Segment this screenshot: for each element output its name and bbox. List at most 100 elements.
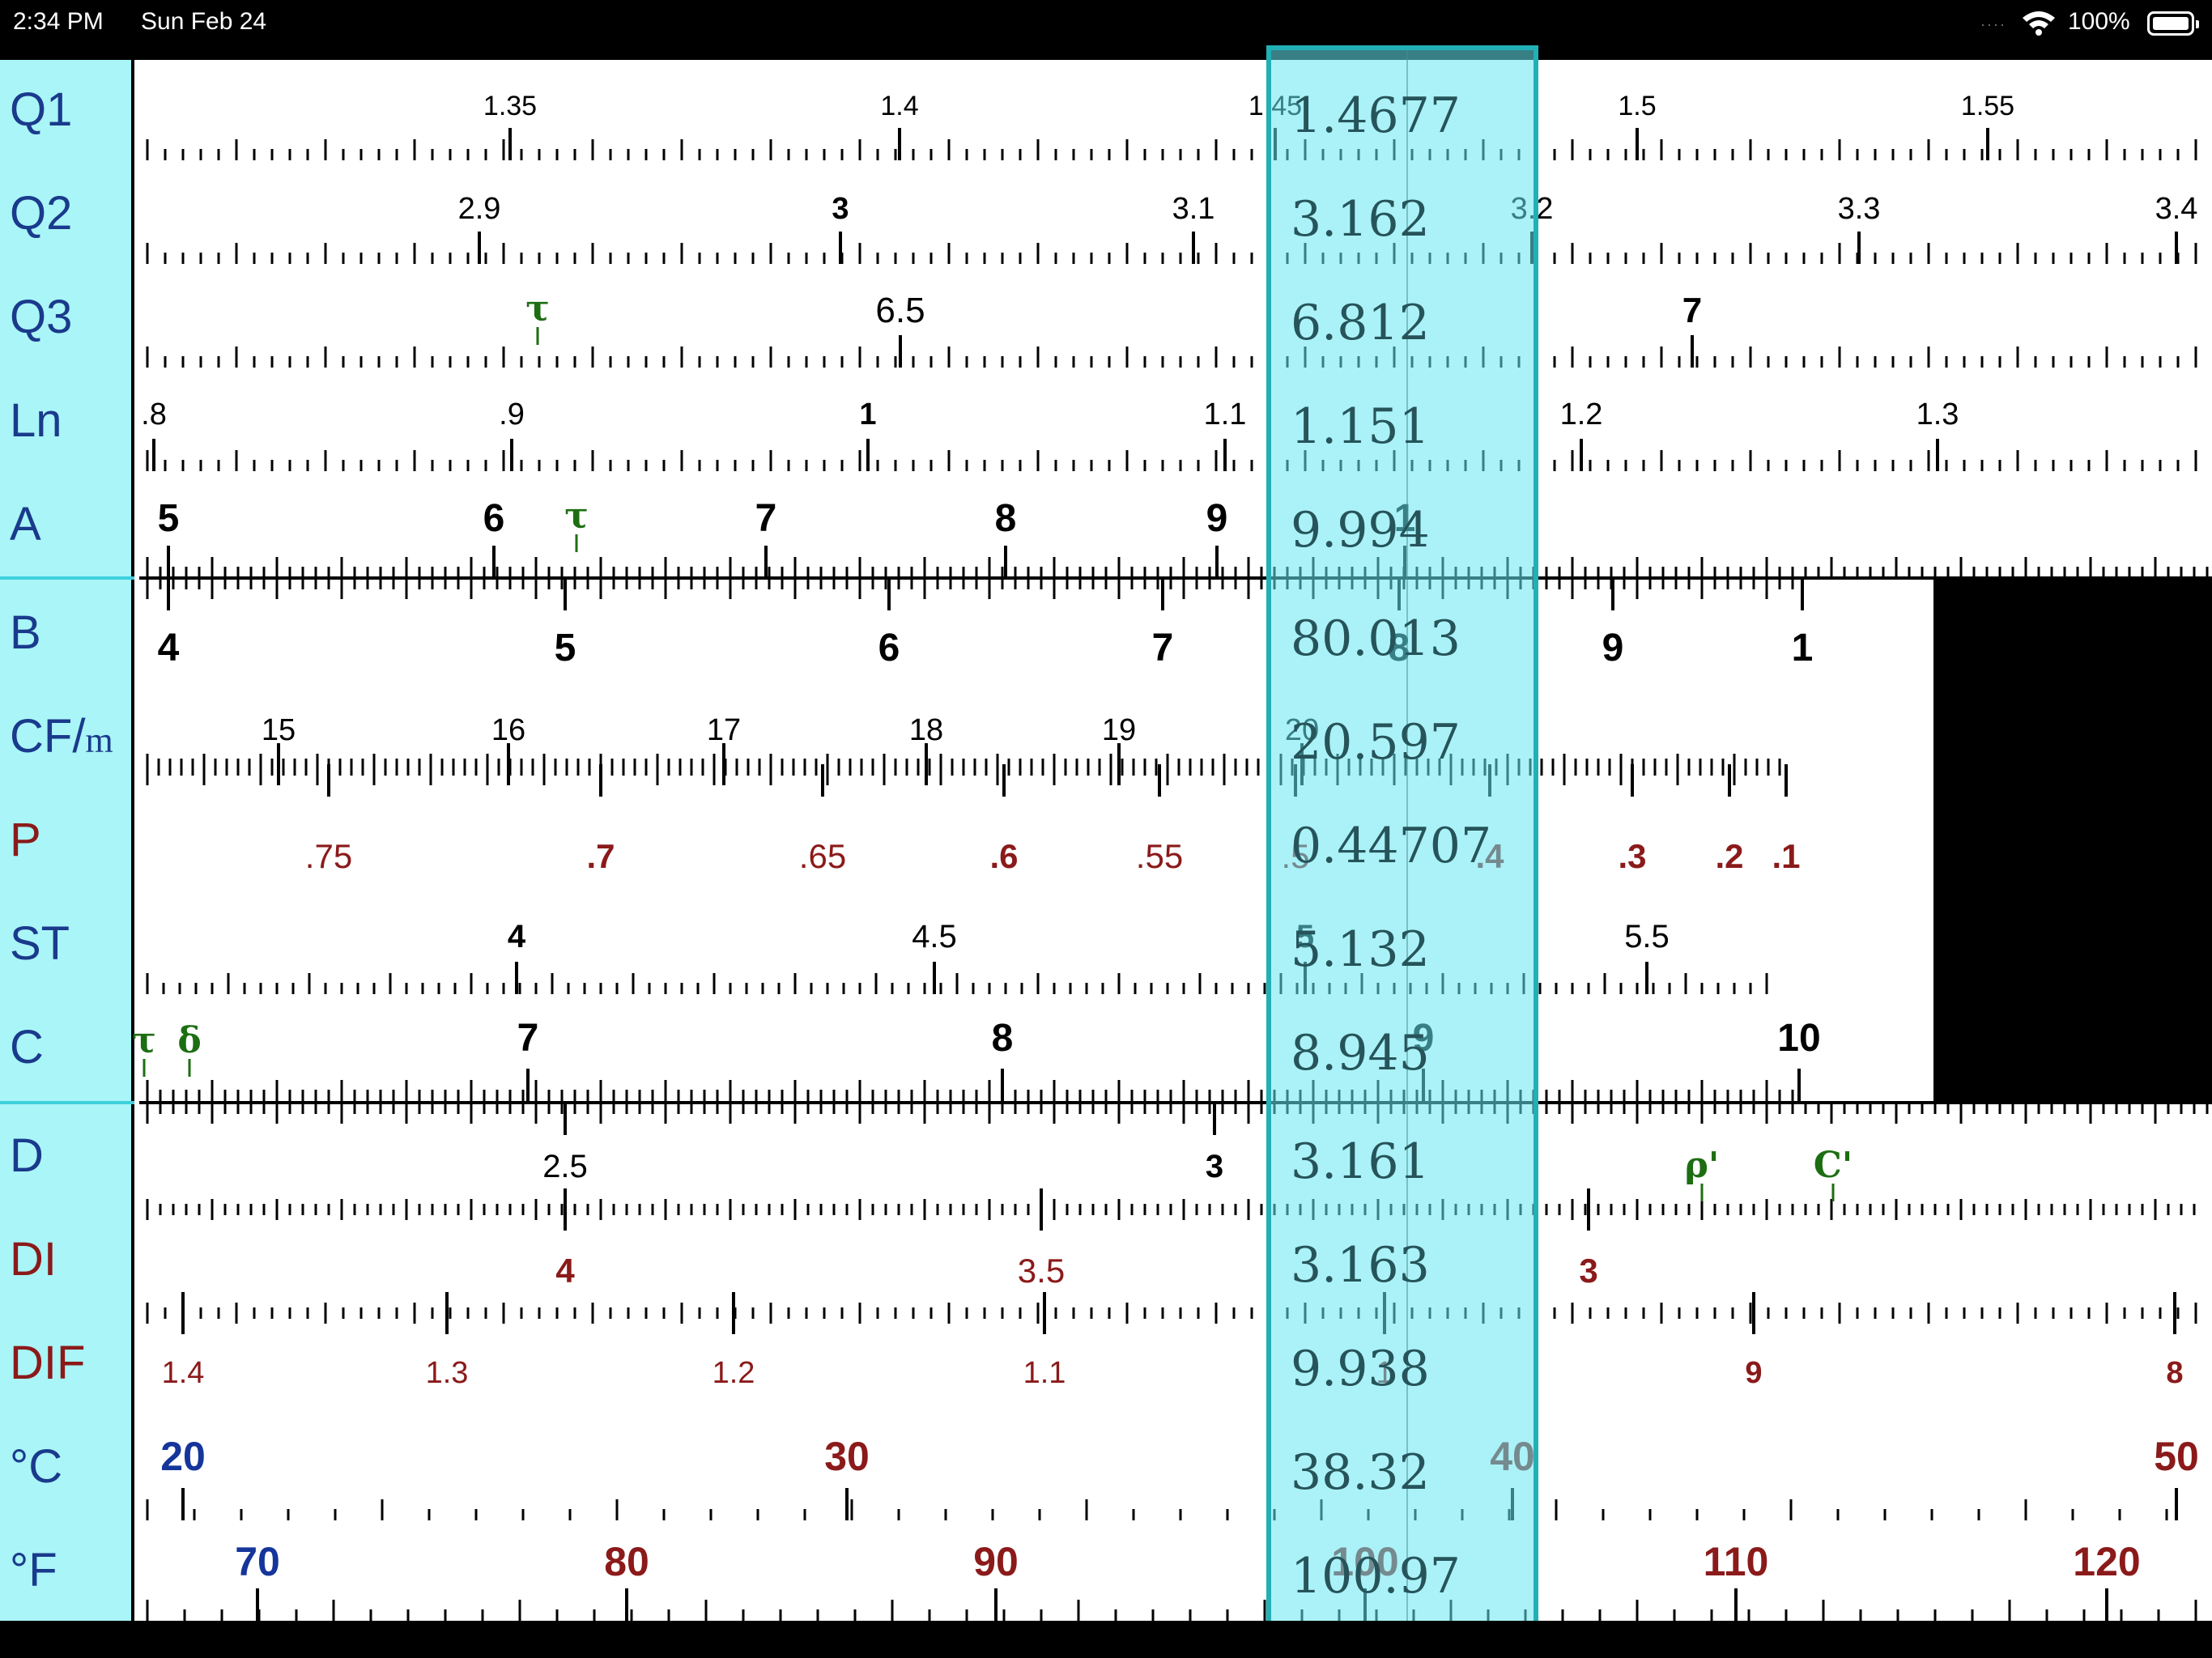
battery-percent: 100% bbox=[2068, 8, 2130, 35]
scale-DIF-tick-label: 1.3 bbox=[426, 1356, 469, 1390]
scale-Ln-tick-label: .9 bbox=[499, 397, 525, 432]
scale-B-tick-label: 6 bbox=[878, 627, 900, 670]
scale-B-tick-label: 9 bbox=[1602, 627, 1624, 670]
status-bar: 2:34 PM Sun Feb 24 ···· 100% bbox=[0, 0, 2212, 60]
gauge-mark: δ bbox=[177, 1020, 201, 1061]
scale-DI-tick-label: 3 bbox=[1579, 1252, 1597, 1290]
scale-Q1-tick-label: 1.55 bbox=[1961, 91, 2014, 121]
scale-degF-tick-label: 90 bbox=[973, 1539, 1019, 1584]
slide-rule-cursor[interactable] bbox=[1266, 45, 1538, 1635]
scale-Ln-tick-label: .8 bbox=[141, 397, 167, 432]
slide-top-edge bbox=[139, 576, 2212, 580]
scale-B-tick-label: 4 bbox=[158, 627, 180, 670]
scale-CF-tick-label: 16 bbox=[491, 713, 525, 747]
label-cf-sub: m bbox=[85, 721, 113, 760]
scale-A-tick-label: 5 bbox=[158, 497, 180, 540]
scale-C-tick-label: 7 bbox=[517, 1017, 539, 1060]
readout-q1: 1.4677 bbox=[1291, 87, 1461, 144]
scale-DI-tick-label: 4 bbox=[555, 1252, 575, 1290]
scale-DI-tick-label: 3.5 bbox=[1018, 1252, 1065, 1290]
label-q3: Q3 bbox=[10, 291, 73, 343]
scale-degF-tick-label: 70 bbox=[235, 1539, 280, 1584]
label-cf-main: CF/ bbox=[10, 710, 86, 763]
readout-q3: 6.812 bbox=[1291, 295, 1430, 351]
gauge-mark: τ bbox=[564, 495, 589, 537]
scale-C-tick-label: 8 bbox=[992, 1017, 1014, 1060]
readout-ln: 1.151 bbox=[1291, 398, 1430, 455]
readout-deg-c: 38.32 bbox=[1291, 1444, 1430, 1501]
scale-Q3-tick-label: 7 bbox=[1682, 291, 1702, 330]
label-p: P bbox=[10, 814, 41, 866]
scale-Ln-tick-label: 1.2 bbox=[1560, 397, 1603, 432]
readout-c: 8.945 bbox=[1291, 1025, 1430, 1082]
scale-degF-tick-label: 120 bbox=[2073, 1539, 2140, 1584]
scale-Q2-tick-label: 3 bbox=[832, 192, 849, 226]
gauge-mark: C' bbox=[1814, 1145, 1853, 1186]
scale-A-tick-label: 8 bbox=[995, 497, 1017, 540]
scale-Q2-tick-label: 3.4 bbox=[2155, 192, 2198, 226]
readout-d: 3.161 bbox=[1291, 1133, 1430, 1190]
readout-deg-f: 100.97 bbox=[1291, 1548, 1461, 1605]
readout-b: 80.013 bbox=[1291, 610, 1461, 667]
scale-P-tick-label: .2 bbox=[1715, 837, 1743, 875]
scale-CF-tick-label: 19 bbox=[1102, 713, 1136, 747]
scale-P-tick-label: .75 bbox=[305, 837, 352, 875]
scale-DIF-tick-label: 1.2 bbox=[713, 1356, 755, 1390]
scale-CF-tick-label: 17 bbox=[707, 713, 741, 747]
battery-icon bbox=[2147, 11, 2199, 36]
scale-A-tick-label: 9 bbox=[1206, 497, 1228, 540]
scale-C-tick-label: 10 bbox=[1777, 1017, 1820, 1060]
readout-dif: 9.938 bbox=[1291, 1341, 1430, 1397]
scale-degC-tick-label: 50 bbox=[2154, 1434, 2199, 1479]
gauge-mark: ρ' bbox=[1685, 1145, 1720, 1186]
label-st: ST bbox=[10, 917, 70, 970]
scale-Q1-tick-label: 1.5 bbox=[1618, 91, 1656, 121]
scale-ST-tick-label: 4 bbox=[508, 919, 526, 954]
scale-ST-tick-label: 4.5 bbox=[912, 919, 957, 954]
status-date: Sun Feb 24 bbox=[141, 8, 267, 35]
label-cf: CF/m bbox=[10, 711, 113, 767]
scale-labels-panel bbox=[0, 60, 134, 1621]
scale-B-tick-label: 7 bbox=[1152, 627, 1174, 670]
scale-degC-tick-label: 30 bbox=[824, 1434, 870, 1479]
cursor-hairline bbox=[1406, 50, 1408, 1630]
slide-bottom-edge-marker bbox=[0, 1101, 134, 1104]
scale-degF-tick-label: 110 bbox=[1704, 1539, 1769, 1584]
scale-A-tick-label: 7 bbox=[755, 497, 777, 540]
scale-P-tick-label: .55 bbox=[1136, 837, 1183, 875]
label-q1: Q1 bbox=[10, 83, 73, 136]
scale-Ln-tick-label: 1 bbox=[859, 397, 876, 432]
scale-P-tick-label: .7 bbox=[586, 837, 615, 875]
scale-P-tick-label: .65 bbox=[799, 837, 846, 875]
scale-B-tick-label: 1 bbox=[1792, 627, 1814, 670]
label-dif: DIF bbox=[10, 1337, 86, 1389]
scale-Ln-tick-label: 1.1 bbox=[1204, 397, 1247, 432]
scale-D-tick-label: 3 bbox=[1206, 1149, 1223, 1184]
label-ln: Ln bbox=[10, 394, 62, 447]
scale-Q1-tick-label: 1.35 bbox=[483, 91, 537, 121]
slide-bottom-edge bbox=[139, 1101, 2212, 1104]
scale-DIF-tick-label: 9 bbox=[1745, 1356, 1762, 1390]
label-a: A bbox=[10, 498, 41, 551]
scale-DIF-tick-label: 1.4 bbox=[162, 1356, 205, 1390]
scale-A-tick-label: 6 bbox=[483, 497, 505, 540]
readout-q2: 3.162 bbox=[1291, 191, 1430, 248]
label-deg-c: °C bbox=[10, 1440, 63, 1493]
scale-CF-tick-label: 18 bbox=[909, 713, 943, 747]
gauge-mark: τ bbox=[525, 288, 550, 329]
slide-end-area bbox=[1933, 578, 2212, 1103]
slide-top-edge-marker bbox=[0, 576, 134, 580]
scale-ST-tick-label: 5.5 bbox=[1624, 919, 1670, 954]
signal-dots-icon: ···· bbox=[1980, 16, 2006, 32]
scale-D-tick-label: 2.5 bbox=[542, 1149, 588, 1184]
scale-Q2-tick-label: 3.1 bbox=[1172, 192, 1215, 226]
scale-DIF-tick-label: 1.1 bbox=[1023, 1356, 1066, 1390]
readout-cf: 20.597 bbox=[1291, 714, 1461, 771]
status-time: 2:34 PM bbox=[13, 8, 104, 35]
readout-st: 5.132 bbox=[1291, 921, 1430, 978]
label-c: C bbox=[10, 1021, 44, 1073]
scale-Q2-tick-label: 3.3 bbox=[1838, 192, 1881, 226]
scale-Q1-tick-label: 1.4 bbox=[880, 91, 918, 121]
scale-B-tick-label: 5 bbox=[555, 627, 576, 670]
